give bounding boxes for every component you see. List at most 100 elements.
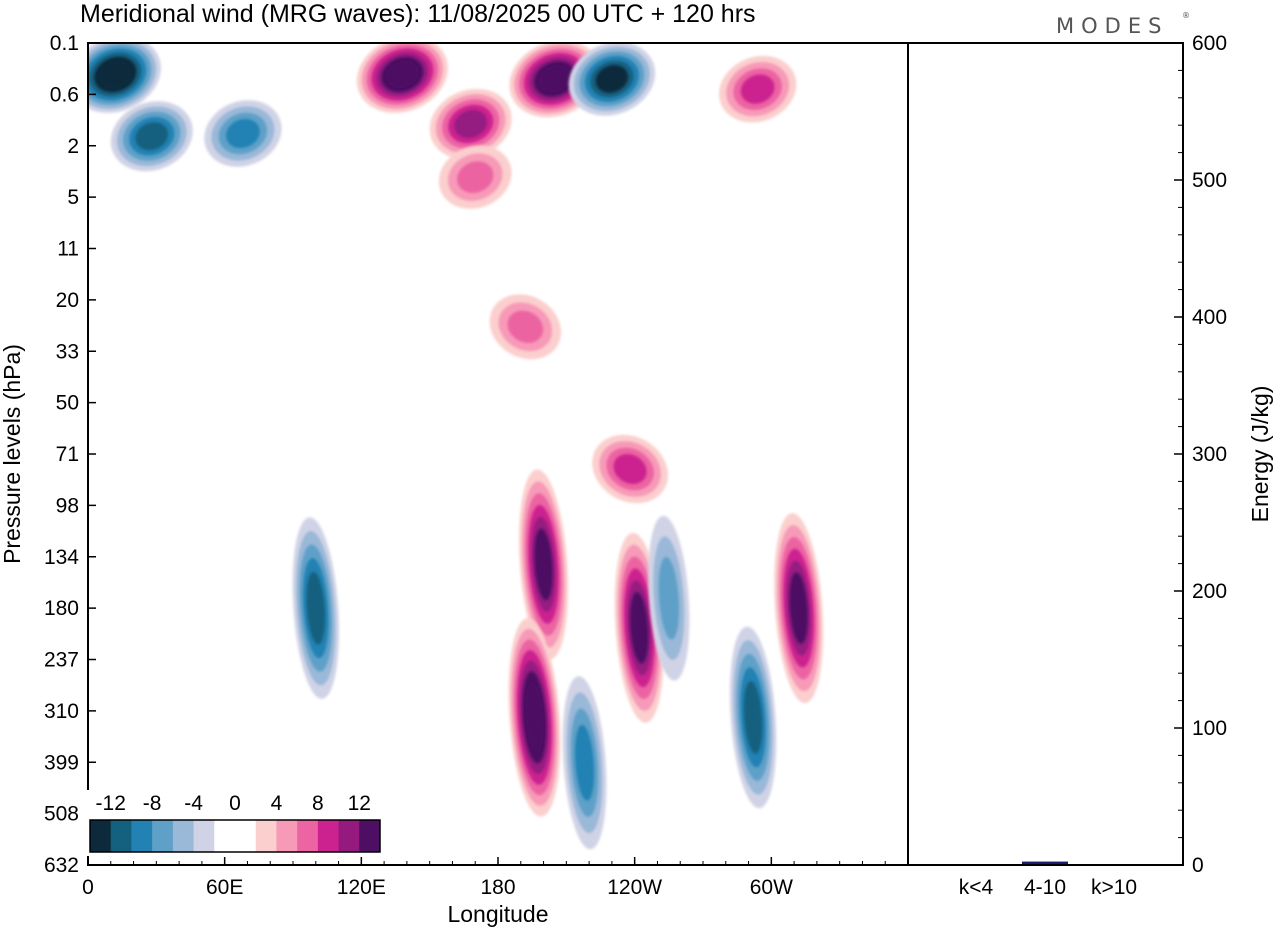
energy-axis-label: Energy (J/kg)	[1247, 386, 1273, 523]
wind-feature-11	[518, 469, 569, 660]
wind-contour-level	[457, 161, 494, 193]
y-tick-label: 632	[44, 854, 79, 877]
colorbar-swatch	[172, 820, 195, 852]
energy-tick-label: 500	[1192, 169, 1227, 192]
energy-category-label: 4-10	[1024, 876, 1066, 899]
colorbar-frame	[89, 819, 381, 853]
wind-feature-7	[568, 43, 656, 116]
colorbar-swatch	[214, 820, 236, 852]
y-tick-label: 33	[56, 340, 79, 363]
wind-feature-16	[562, 676, 607, 850]
colorbar-swatch	[152, 820, 174, 852]
y-axis-label: Pressure levels (hPa)	[0, 344, 25, 564]
wind-contour-level	[630, 592, 649, 664]
wind-contour-level	[454, 109, 488, 138]
pressure-axis: 0.1 0.6 2 5 11 20 33 50 71 98 134 180 237 310 399 508 63…	[44, 32, 96, 877]
wind-feature-15	[292, 517, 340, 699]
wind-contour-level	[575, 724, 595, 801]
y-tick-label: 5	[67, 186, 79, 209]
wind-contour-level	[740, 74, 775, 104]
wind-feature-5	[438, 145, 512, 209]
y-tick-label: 11	[57, 238, 79, 261]
y-tick-label: 0.1	[50, 32, 79, 55]
colorbar-swatch	[276, 820, 298, 852]
energy-tick-label: 300	[1192, 443, 1227, 466]
y-tick-label: 98	[56, 494, 79, 517]
y-tick-label: 0.6	[50, 83, 79, 106]
x-tick-label: 180	[480, 876, 515, 899]
longitude-axis: 0 60E 120E 180 120W 60W	[82, 857, 886, 899]
energy-plot-frame	[907, 42, 1184, 866]
x-tick-label: 60W	[750, 876, 793, 899]
colorbar-tick-label: 4	[271, 792, 283, 815]
colorbar-swatch	[338, 820, 360, 852]
wind-contour-level	[789, 572, 808, 644]
energy-category-label: k>10	[1091, 876, 1137, 899]
colorbar-swatch	[235, 820, 257, 852]
colorbar-swatch	[317, 820, 340, 852]
colorbar-swatch	[193, 820, 215, 852]
energy-category-label: k<4	[959, 876, 994, 899]
x-tick-label: 120E	[337, 876, 386, 899]
energy-tick-label: 400	[1192, 306, 1227, 329]
colorbar-swatch	[90, 820, 112, 852]
wind-contour-level	[226, 118, 260, 149]
y-tick-label: 71	[56, 443, 79, 466]
y-tick-label: 180	[44, 597, 79, 620]
wind-feature-4	[429, 88, 512, 160]
y-tick-label: 134	[44, 546, 79, 569]
wind-contour-level	[99, 60, 132, 89]
wind-feature-14	[774, 513, 824, 704]
y-tick-label: 237	[44, 649, 79, 672]
colorbar-swatch	[297, 820, 319, 852]
wind-contour-field	[88, 43, 824, 850]
colorbar-swatch	[359, 820, 381, 852]
energy-panel: 0 100 200 300 400 500 600 k<4 4-10 k>10	[953, 32, 1227, 899]
colorbar-tick-label: 0	[229, 792, 241, 815]
energy-tick-label: 600	[1192, 32, 1227, 55]
colorbar-tick-label: -12	[96, 792, 126, 815]
y-tick-label: 399	[44, 751, 79, 774]
energy-tick-label: 0	[1192, 854, 1204, 877]
wind-feature-2	[204, 100, 282, 167]
wind-contour-level	[595, 65, 629, 93]
x-tick-label: 120W	[607, 876, 662, 899]
wind-contour-level	[743, 681, 763, 754]
wind-feature-3	[356, 43, 448, 113]
energy-tick-label: 200	[1192, 580, 1227, 603]
chart-title: Meridional wind (MRG waves): 11/08/2025 …	[80, 0, 756, 28]
colorbar-swatch	[131, 820, 153, 852]
colorbar-tick-label: -8	[143, 792, 162, 815]
energy-bar-4-10	[1022, 861, 1068, 865]
wind-feature-1	[110, 101, 193, 172]
brand-text: MODES	[1056, 14, 1168, 38]
colorbar-tick-label: -4	[184, 792, 203, 815]
modes-logo: MODES ®	[1056, 11, 1190, 38]
brand-mark: ®	[1182, 11, 1190, 20]
y-tick-label: 2	[67, 135, 79, 158]
wind-feature-12	[508, 618, 561, 817]
wind-contour-level	[386, 60, 419, 89]
wind-contour-level	[306, 571, 326, 645]
wind-feature-18	[648, 515, 690, 681]
wind-contour-level	[525, 681, 544, 753]
y-tick-label: 508	[44, 803, 79, 826]
colorbar-tick-label: 8	[312, 792, 324, 815]
wind-contour-level	[507, 310, 544, 343]
wind-feature-8	[719, 55, 797, 123]
wind-contour-level	[538, 65, 572, 93]
y-tick-label: 310	[44, 700, 79, 723]
wind-contour-level	[135, 122, 169, 151]
colorbar-swatch	[110, 820, 132, 852]
x-tick-label: 60E	[206, 876, 243, 899]
wind-feature-9	[489, 294, 562, 360]
wind-feature-17	[729, 626, 777, 809]
colorbar-swatch	[255, 820, 277, 852]
wind-contour-level	[613, 454, 647, 484]
y-tick-label: 50	[56, 392, 79, 415]
energy-tick-label: 100	[1192, 717, 1227, 740]
wind-contour-level	[658, 556, 680, 640]
x-tick-label: 0	[82, 876, 94, 899]
wind-feature-10	[592, 434, 668, 504]
